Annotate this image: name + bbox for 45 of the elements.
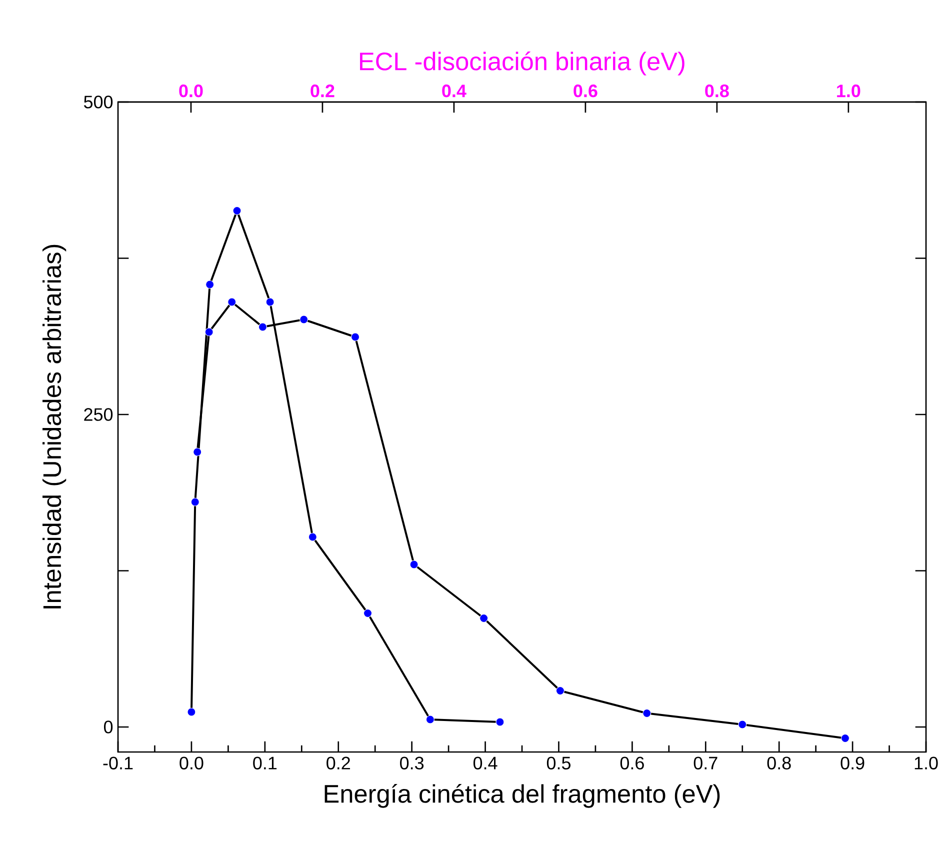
x-tick-label: 0.1 bbox=[253, 756, 277, 770]
x-tick-label: 0.0 bbox=[180, 756, 204, 770]
x2-tick-label: 0.8 bbox=[705, 84, 729, 98]
point bbox=[556, 686, 564, 696]
point bbox=[840, 734, 850, 743]
y-axis-title: Intensidad (Unidades arbitrarias) bbox=[42, 244, 66, 608]
point bbox=[190, 498, 200, 506]
x-tick-label: 0.2 bbox=[326, 756, 350, 770]
point bbox=[193, 448, 202, 456]
point bbox=[228, 298, 236, 306]
point bbox=[738, 720, 747, 729]
y-tick-label: 500 bbox=[84, 96, 113, 108]
point bbox=[363, 608, 372, 618]
x-tick-label: 0.6 bbox=[620, 756, 644, 770]
x2-tick-label: 0.2 bbox=[310, 84, 334, 98]
y-tick-label: 250 bbox=[84, 408, 113, 421]
x2-tick-label: 0.4 bbox=[442, 84, 466, 98]
x2-tick-label: 0.0 bbox=[179, 84, 203, 98]
point bbox=[232, 206, 242, 216]
point bbox=[206, 280, 214, 289]
point bbox=[258, 322, 267, 332]
x-tick-label: 0.3 bbox=[400, 756, 424, 770]
x-tick-label: 0.7 bbox=[694, 756, 718, 770]
point bbox=[308, 532, 317, 542]
point bbox=[350, 332, 360, 342]
x-tick-label: 1.0 bbox=[914, 756, 938, 770]
point bbox=[496, 718, 504, 726]
x-tick-label: 0.8 bbox=[767, 756, 791, 770]
y-tick-label: 0 bbox=[104, 720, 113, 734]
x-tick-label: -0.1 bbox=[103, 756, 133, 770]
point bbox=[642, 708, 652, 718]
point bbox=[300, 315, 308, 324]
point bbox=[266, 298, 274, 306]
x-tick-label: 0.5 bbox=[546, 756, 570, 770]
x-tick-label: 0.9 bbox=[840, 756, 864, 770]
point bbox=[480, 614, 488, 623]
point bbox=[187, 708, 196, 716]
x-tick-label: 0.4 bbox=[473, 756, 498, 770]
point bbox=[204, 328, 214, 336]
x2-tick-label: 0.6 bbox=[574, 84, 598, 98]
x-axis-title: Energía cinética del fragmento (eV) bbox=[324, 784, 720, 808]
x2-tick-label: 1.0 bbox=[837, 84, 860, 98]
x2-axis-title: ECL -disociación binaria (eV) bbox=[360, 51, 684, 76]
point bbox=[426, 715, 434, 724]
point bbox=[410, 560, 418, 569]
